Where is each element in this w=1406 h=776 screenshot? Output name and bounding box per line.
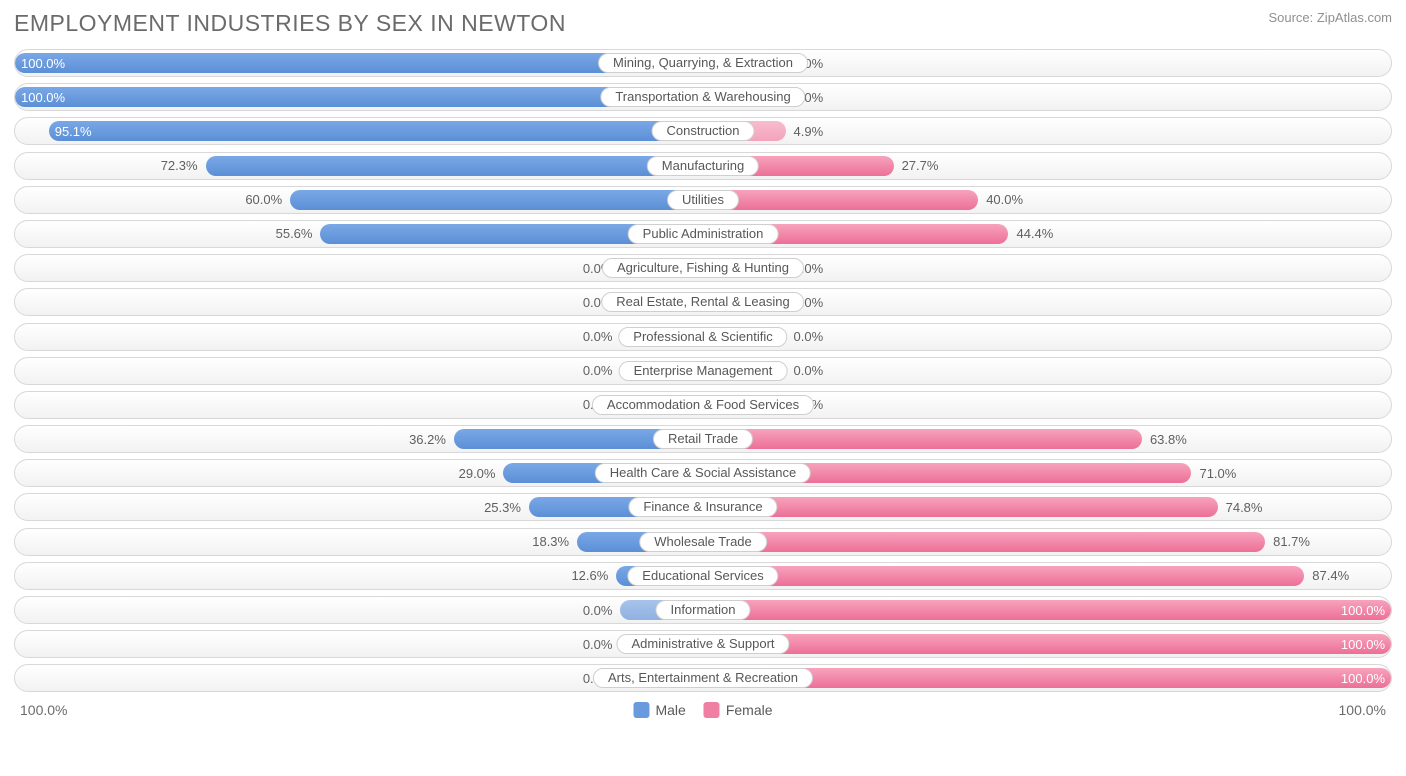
category-label: Transportation & Warehousing — [600, 87, 805, 107]
category-label: Public Administration — [628, 224, 779, 244]
chart-row: 25.3% 74.8% Finance & Insurance — [14, 493, 1392, 521]
female-bar — [703, 429, 1142, 449]
category-label: Information — [655, 600, 750, 620]
male-value: 25.3% — [484, 494, 521, 520]
chart-row: 36.2% 63.8% Retail Trade — [14, 425, 1392, 453]
male-value: 12.6% — [571, 563, 608, 589]
female-value: 27.7% — [902, 153, 939, 179]
female-value: 81.7% — [1273, 529, 1310, 555]
female-value: 44.4% — [1016, 221, 1053, 247]
category-label: Health Care & Social Assistance — [595, 463, 811, 483]
category-label: Mining, Quarrying, & Extraction — [598, 53, 808, 73]
female-value: 87.4% — [1312, 563, 1349, 589]
male-value: 18.3% — [532, 529, 569, 555]
male-value: 100.0% — [21, 50, 65, 76]
male-bar — [49, 121, 703, 141]
male-value: 0.0% — [583, 358, 613, 384]
female-value: 63.8% — [1150, 426, 1187, 452]
male-value: 29.0% — [459, 460, 496, 486]
chart-header: EMPLOYMENT INDUSTRIES BY SEX IN NEWTON S… — [14, 10, 1392, 37]
male-value: 72.3% — [161, 153, 198, 179]
chart-row: 100.0%0.0%Transportation & Warehousing — [14, 83, 1392, 111]
category-label: Retail Trade — [653, 429, 753, 449]
chart-row: 18.3% 81.7% Wholesale Trade — [14, 528, 1392, 556]
category-label: Arts, Entertainment & Recreation — [593, 668, 813, 688]
female-value: 0.0% — [794, 358, 824, 384]
male-value: 36.2% — [409, 426, 446, 452]
male-value: 55.6% — [276, 221, 313, 247]
female-bar — [703, 600, 1391, 620]
category-label: Enterprise Management — [619, 361, 788, 381]
legend-female-swatch — [704, 702, 720, 718]
chart-row: 60.0% 40.0% Utilities — [14, 186, 1392, 214]
legend-female-label: Female — [726, 702, 773, 718]
female-bar — [703, 190, 978, 210]
female-value: 4.9% — [794, 118, 824, 144]
chart-row: 0.0%0.0%Real Estate, Rental & Leasing — [14, 288, 1392, 316]
category-label: Construction — [652, 121, 755, 141]
chart-row: 55.6% 44.4% Public Administration — [14, 220, 1392, 248]
category-label: Wholesale Trade — [639, 532, 767, 552]
category-label: Real Estate, Rental & Leasing — [601, 292, 804, 312]
female-bar — [703, 566, 1304, 586]
chart-title: EMPLOYMENT INDUSTRIES BY SEX IN NEWTON — [14, 10, 566, 37]
female-value: 100.0% — [1341, 597, 1385, 623]
female-value: 71.0% — [1199, 460, 1236, 486]
legend-male-label: Male — [655, 702, 685, 718]
chart-row: 0.0%0.0%Professional & Scientific — [14, 323, 1392, 351]
category-label: Accommodation & Food Services — [592, 395, 814, 415]
category-label: Manufacturing — [647, 156, 759, 176]
chart-row: 0.0%100.0%Arts, Entertainment & Recreati… — [14, 664, 1392, 692]
chart-row: 0.0% 100.0% Administrative & Support — [14, 630, 1392, 658]
chart-row: 29.0% 71.0% Health Care & Social Assistanc… — [14, 459, 1392, 487]
male-value: 0.0% — [583, 597, 613, 623]
category-label: Finance & Insurance — [628, 497, 777, 517]
category-label: Administrative & Support — [616, 634, 789, 654]
category-label: Educational Services — [627, 566, 778, 586]
chart-row: 12.6% 87.4% Educational Services — [14, 562, 1392, 590]
chart-row: 0.0% 0.0% Enterprise Management — [14, 357, 1392, 385]
legend: Male Female — [633, 702, 772, 718]
diverging-bar-chart: 100.0% 0.0% Mining, Quarrying, & Extractio… — [14, 49, 1392, 692]
axis-label-left: 100.0% — [20, 702, 67, 718]
chart-row: 100.0%0.0%Mining, Quarrying, & Extractio… — [14, 49, 1392, 77]
male-value: 0.0% — [583, 324, 613, 350]
male-bar — [290, 190, 703, 210]
axis-label-right: 100.0% — [1339, 702, 1386, 718]
male-bar — [206, 156, 703, 176]
chart-source: Source: ZipAtlas.com — [1268, 10, 1392, 25]
legend-male: Male — [633, 702, 685, 718]
female-bar — [703, 634, 1391, 654]
chart-row: 0.0%0.0%Accommodation & Food Services — [14, 391, 1392, 419]
chart-row: 72.3% 27.7% Manufacturing — [14, 152, 1392, 180]
male-value: 0.0% — [583, 631, 613, 657]
category-label: Agriculture, Fishing & Hunting — [602, 258, 804, 278]
male-value: 60.0% — [245, 187, 282, 213]
male-value: 100.0% — [21, 84, 65, 110]
category-label: Professional & Scientific — [618, 327, 787, 347]
female-bar — [703, 497, 1218, 517]
legend-male-swatch — [633, 702, 649, 718]
chart-footer: 100.0% Male Female 100.0% — [14, 699, 1392, 721]
male-value: 95.1% — [55, 118, 92, 144]
legend-female: Female — [704, 702, 773, 718]
female-value: 100.0% — [1341, 665, 1385, 691]
chart-row: 0.0%0.0%Agriculture, Fishing & Hunting — [14, 254, 1392, 282]
female-value: 0.0% — [794, 324, 824, 350]
chart-row: 0.0% 100.0% Information — [14, 596, 1392, 624]
female-value: 40.0% — [986, 187, 1023, 213]
chart-row: 95.1% 4.9% Construction — [14, 117, 1392, 145]
female-bar — [703, 532, 1265, 552]
category-label: Utilities — [667, 190, 739, 210]
female-value: 74.8% — [1226, 494, 1263, 520]
female-value: 100.0% — [1341, 631, 1385, 657]
